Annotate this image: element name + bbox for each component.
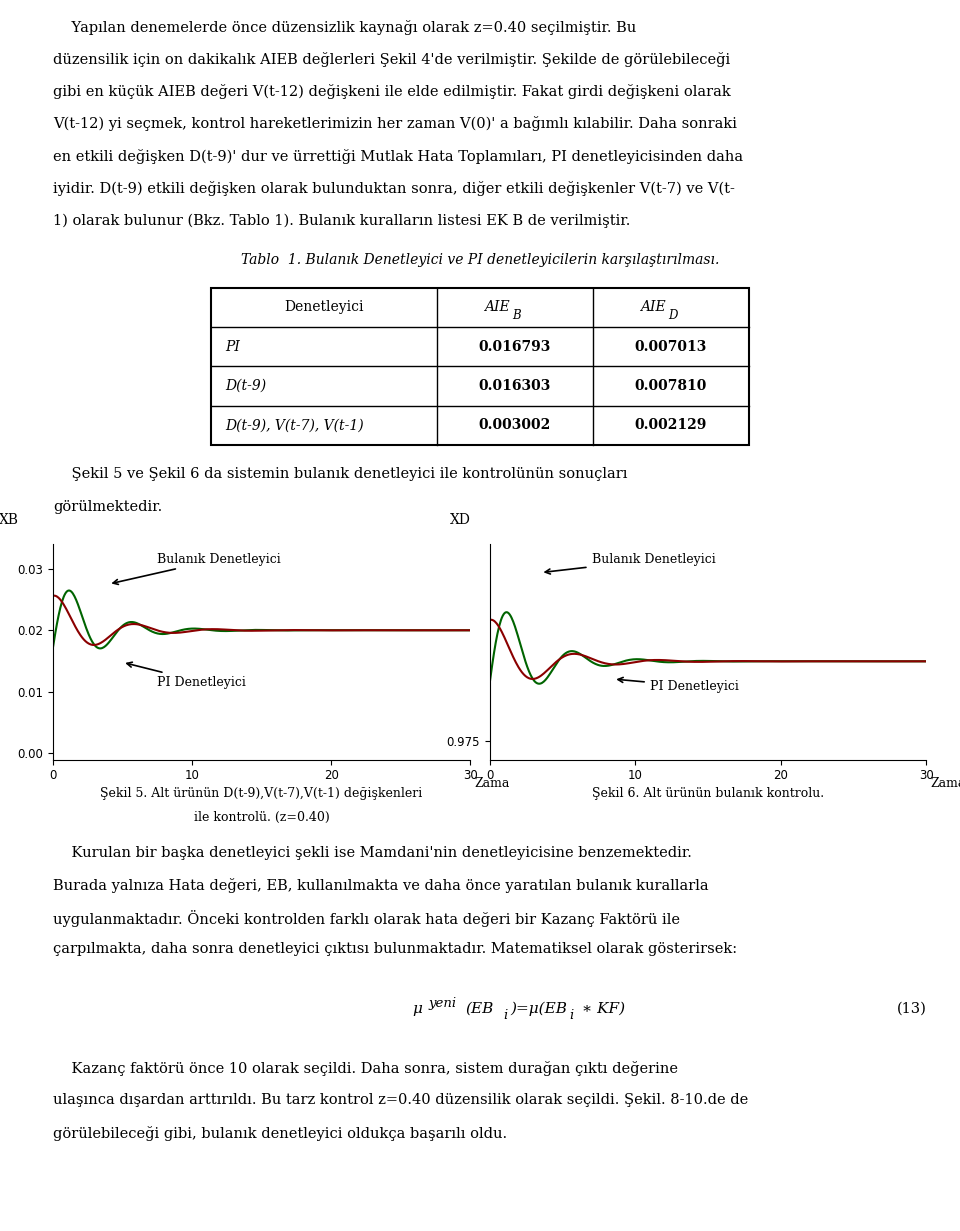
Text: AIE: AIE (485, 300, 510, 314)
Text: μ: μ (413, 1002, 422, 1016)
Text: )=μ(EB: )=μ(EB (511, 1002, 567, 1016)
Text: Tablo  1. Bulanık Denetleyici ve PI denetleyicilerin karşılaştırılması.: Tablo 1. Bulanık Denetleyici ve PI denet… (241, 252, 719, 267)
Text: 0.007013: 0.007013 (635, 340, 707, 353)
Text: 0.016793: 0.016793 (479, 340, 551, 353)
Bar (211, 288, 749, 446)
Text: Kurulan bir başka denetleyici şekli ise Mamdani'nin denetleyicisine benzemektedi: Kurulan bir başka denetleyici şekli ise … (53, 846, 691, 859)
Text: D(t-9): D(t-9) (226, 379, 267, 393)
Text: PI Denetleyici: PI Denetleyici (618, 677, 738, 693)
Text: XB: XB (0, 513, 18, 527)
Text: PI: PI (226, 340, 240, 353)
Text: Şekil 5 ve Şekil 6 da sistemin bulanık denetleyici ile kontrolünün sonuçları: Şekil 5 ve Şekil 6 da sistemin bulanık d… (53, 468, 627, 481)
Text: ∗ KF): ∗ KF) (577, 1002, 625, 1016)
Text: 0.007810: 0.007810 (635, 379, 707, 393)
Text: ile kontrolü. (z=0.40): ile kontrolü. (z=0.40) (194, 811, 329, 825)
Text: Şekil 6. Alt ürünün bulanık kontrolu.: Şekil 6. Alt ürünün bulanık kontrolu. (592, 787, 824, 800)
Text: gibi en küçük AIEB değeri V(t-12) değişkeni ile elde edilmiştir. Fakat girdi değ: gibi en küçük AIEB değeri V(t-12) değişk… (53, 84, 731, 100)
Text: Bulanık Denetleyici: Bulanık Denetleyici (545, 553, 715, 574)
Text: ulaşınca dışardan arttırıldı. Bu tarz kontrol z=0.40 düzensilik olarak seçildi. : ulaşınca dışardan arttırıldı. Bu tarz ko… (53, 1093, 748, 1108)
Text: yeni: yeni (428, 997, 456, 1009)
Text: (13): (13) (897, 1002, 926, 1016)
Text: 0.016303: 0.016303 (479, 379, 551, 393)
Text: PI Denetleyici: PI Denetleyici (127, 662, 246, 688)
Text: Kazanç faktörü önce 10 olarak seçildi. Daha sonra, sistem durağan çıktı değerine: Kazanç faktörü önce 10 olarak seçildi. D… (53, 1061, 678, 1076)
Text: V(t-12) yi seçmek, kontrol hareketlerimizin her zaman V(0)' a bağımlı kılabilir.: V(t-12) yi seçmek, kontrol hareketlerimi… (53, 117, 737, 132)
Text: 0.003002: 0.003002 (479, 419, 551, 432)
Text: 1) olarak bulunur (Bkz. Tablo 1). Bulanık kuralların listesi EK B de verilmiştir: 1) olarak bulunur (Bkz. Tablo 1). Bulanı… (53, 213, 630, 228)
Text: D: D (668, 309, 678, 323)
Text: çarpılmakta, daha sonra denetleyici çıktısı bulunmaktadır. Matematiksel olarak g: çarpılmakta, daha sonra denetleyici çıkt… (53, 943, 737, 956)
Text: Zama: Zama (474, 777, 510, 790)
Text: Denetleyici: Denetleyici (284, 300, 364, 314)
Text: Şekil 5. Alt ürünün D(t-9),V(t-7),V(t-1) değişkenleri: Şekil 5. Alt ürünün D(t-9),V(t-7),V(t-1)… (101, 787, 422, 800)
Text: uygulanmaktadır. Önceki kontrolden farklı olarak hata değeri bir Kazanç Faktörü : uygulanmaktadır. Önceki kontrolden farkl… (53, 910, 680, 927)
Text: D(t-9), V(t-7), V(t-1): D(t-9), V(t-7), V(t-1) (226, 419, 364, 432)
Text: AIE: AIE (640, 300, 666, 314)
Text: Yapılan denemelerde önce düzensizlik kaynağı olarak z=0.40 seçilmiştir. Bu: Yapılan denemelerde önce düzensizlik kay… (53, 20, 636, 34)
Text: XD: XD (450, 513, 471, 527)
Text: B: B (512, 309, 520, 323)
Text: görülmektedir.: görülmektedir. (53, 500, 162, 513)
Text: 0.002129: 0.002129 (635, 419, 707, 432)
Text: i: i (569, 1009, 573, 1022)
Text: düzensilik için on dakikalık AIEB değlerleri Şekil 4'de verilmiştir. Şekilde de : düzensilik için on dakikalık AIEB değler… (53, 52, 730, 66)
Text: görülebileceği gibi, bulanık denetleyici oldukça başarılı oldu.: görülebileceği gibi, bulanık denetleyici… (53, 1125, 507, 1141)
Text: Zamar: Zamar (931, 777, 960, 790)
Text: en etkili değişken D(t-9)' dur ve ürrettiği Mutlak Hata Toplamıları, PI denetley: en etkili değişken D(t-9)' dur ve ürrett… (53, 149, 743, 164)
Text: Burada yalnıza Hata değeri, EB, kullanılmakta ve daha önce yaratılan bulanık kur: Burada yalnıza Hata değeri, EB, kullanıl… (53, 878, 708, 892)
Text: (EB: (EB (466, 1002, 494, 1016)
Text: iyidir. D(t-9) etkili değişken olarak bulunduktan sonra, diğer etkili değişkenle: iyidir. D(t-9) etkili değişken olarak bu… (53, 181, 734, 196)
Text: i: i (503, 1009, 507, 1022)
Text: Bulanık Denetleyici: Bulanık Denetleyici (113, 553, 281, 585)
